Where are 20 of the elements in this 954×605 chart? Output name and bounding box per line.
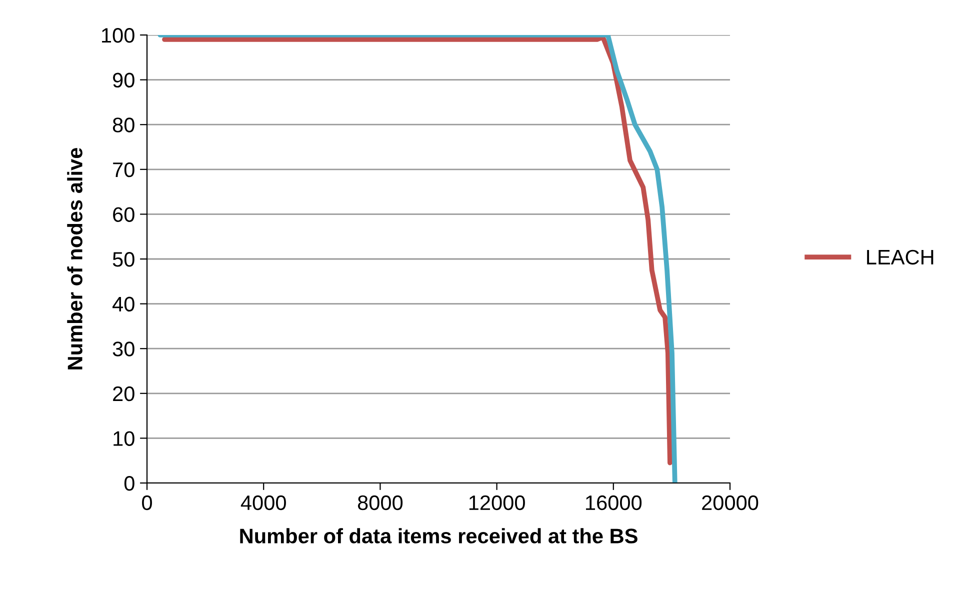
y-tick-label: 90 (113, 72, 134, 88)
x-axis-title: Number of data items received at the BS (240, 528, 638, 544)
y-tick-label: 10 (114, 431, 134, 446)
x-tick-label: 8000 (358, 495, 403, 510)
y-tick-label: 60 (113, 207, 134, 222)
y-tick-label: 80 (112, 118, 134, 132)
y-tick-label: 20 (113, 386, 134, 402)
x-tick-label: 20000 (702, 495, 758, 510)
x-tick-label: 12000 (469, 495, 525, 510)
y-tick-label: 0 (124, 476, 134, 491)
y-tick-label: 100 (102, 28, 134, 43)
y-tick-label: 70 (113, 162, 134, 178)
y-tick-label: 50 (112, 252, 134, 267)
legend-label: LEACH (867, 250, 934, 265)
y-tick-label: 40 (112, 296, 134, 312)
y-tick-label: 30 (112, 342, 134, 356)
y-axis-title: Number of nodes alive (67, 148, 82, 370)
x-tick-label: 0 (142, 495, 152, 510)
x-tick-label: 4000 (240, 495, 286, 510)
x-tick-label: 16000 (586, 495, 642, 510)
